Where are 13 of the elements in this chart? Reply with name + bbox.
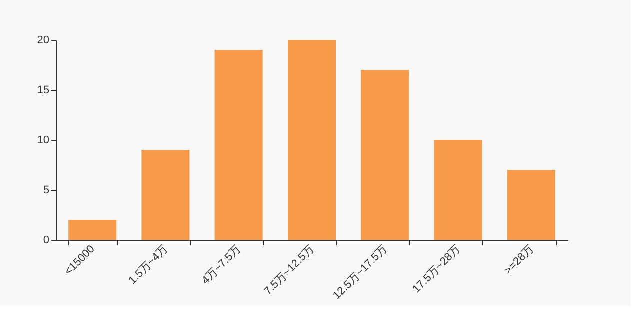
y-tick-label: 15 <box>37 84 50 96</box>
y-tick-label: 20 <box>37 34 50 46</box>
bar <box>68 220 117 240</box>
bar <box>288 40 336 240</box>
bar <box>507 170 556 240</box>
y-tick-label: 0 <box>43 234 50 246</box>
bar <box>214 50 263 240</box>
bar <box>361 70 410 240</box>
bar <box>142 150 190 240</box>
x-tick-label: 1.5万~4万 <box>126 243 170 287</box>
y-tick-label: 10 <box>37 134 50 146</box>
y-tick-label: 5 <box>43 184 50 196</box>
bar <box>434 140 482 240</box>
